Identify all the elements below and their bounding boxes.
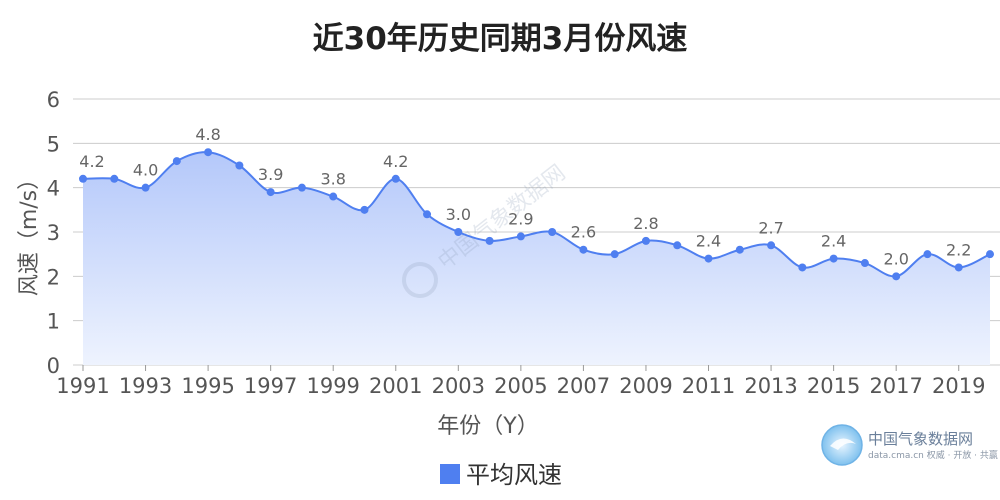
data-label: 2.6 [571, 223, 596, 242]
x-tick-label: 1995 [181, 374, 234, 398]
logo-subtext: data.cma.cn 权威 · 开放 · 共赢 [868, 449, 998, 461]
data-point [454, 228, 463, 236]
x-tick-label: 1999 [306, 374, 359, 398]
data-point [767, 241, 776, 250]
x-tick-label: 2003 [432, 374, 485, 398]
data-label: 2.4 [696, 232, 721, 251]
y-tick-label: 5 [47, 132, 60, 156]
data-label: 2.4 [821, 232, 846, 251]
x-tick-label: 2015 [807, 374, 860, 398]
data-label: 3.0 [446, 205, 471, 224]
data-labels: 4.2 4.0 4.8 3.9 3.8 4.2 3.0 2.9 2.6 2.8 2.4 2.7 2.4 2… [79, 125, 971, 268]
data-label: 4.8 [195, 125, 220, 144]
data-point [829, 254, 838, 263]
x-tick-label: 2007 [557, 374, 610, 398]
x-axis-ticks: 1991 1993 1995 1997 1999 2001 2003 2005 2007 2009… [56, 365, 985, 398]
data-point [360, 205, 369, 214]
data-point [516, 232, 525, 241]
data-point [79, 174, 87, 183]
data-label: 2.9 [508, 209, 533, 228]
x-axis-label: 年份（Y） [437, 414, 538, 439]
y-tick-label: 0 [47, 354, 60, 378]
area-fill-layer [83, 152, 990, 365]
data-label: 3.8 [320, 170, 345, 189]
data-point [610, 250, 619, 259]
x-tick-label: 2013 [744, 374, 797, 398]
data-label: 2.2 [946, 240, 971, 259]
data-point [923, 250, 932, 259]
series-area [83, 152, 990, 365]
data-point [798, 263, 807, 272]
y-axis-ticks: 0 1 2 3 4 5 6 [47, 88, 60, 378]
logo-text: 中国气象数据网 [868, 430, 973, 448]
y-tick-label: 4 [47, 177, 60, 201]
data-label: 2.7 [758, 218, 783, 237]
legend: 平均风速 [440, 461, 562, 489]
y-tick-label: 1 [47, 310, 60, 334]
legend-label: 平均风速 [466, 461, 562, 489]
x-tick-label: 2019 [932, 374, 985, 398]
data-point [204, 148, 213, 157]
logo-watermark: 中国气象数据网 data.cma.cn 权威 · 开放 · 共赢 [821, 424, 998, 466]
data-label: 4.0 [133, 161, 158, 180]
x-tick-label: 2017 [869, 374, 922, 398]
y-tick-label: 2 [47, 265, 60, 289]
data-point [704, 254, 713, 263]
data-point [986, 250, 994, 259]
data-point [485, 236, 494, 245]
data-point [391, 174, 400, 183]
x-tick-label: 2005 [494, 374, 547, 398]
watermark-logo-icon [402, 262, 438, 298]
data-point [423, 210, 432, 219]
data-point [329, 192, 338, 201]
x-tick-label: 1993 [119, 374, 172, 398]
legend-swatch [440, 464, 460, 484]
data-point [735, 245, 744, 254]
x-tick-label: 2001 [369, 374, 422, 398]
x-tick-label: 2011 [682, 374, 735, 398]
data-point [860, 259, 869, 268]
y-tick-label: 3 [47, 221, 60, 245]
x-tick-label: 2009 [619, 374, 672, 398]
data-label: 4.2 [79, 152, 104, 171]
data-point [673, 241, 682, 250]
data-point [110, 174, 119, 183]
data-point [141, 183, 150, 192]
data-point [892, 272, 901, 281]
data-label: 4.2 [383, 152, 408, 171]
data-points [79, 148, 994, 281]
data-point [954, 263, 963, 272]
data-point [548, 228, 557, 236]
data-point [172, 157, 181, 166]
data-label: 2.0 [883, 249, 908, 268]
data-point [297, 183, 306, 192]
x-tick-label: 1997 [244, 374, 297, 398]
data-label: 2.8 [633, 214, 658, 233]
data-label: 3.9 [258, 165, 283, 184]
data-point [641, 236, 650, 245]
y-axis-label: 风速（m/s） [17, 168, 42, 296]
data-point [579, 245, 588, 254]
data-point [235, 161, 244, 170]
chart-title: 近30年历史同期3月份风速 [313, 21, 688, 57]
x-tick-label: 1991 [56, 374, 109, 398]
y-tick-label: 6 [47, 88, 60, 112]
data-point [266, 188, 275, 197]
